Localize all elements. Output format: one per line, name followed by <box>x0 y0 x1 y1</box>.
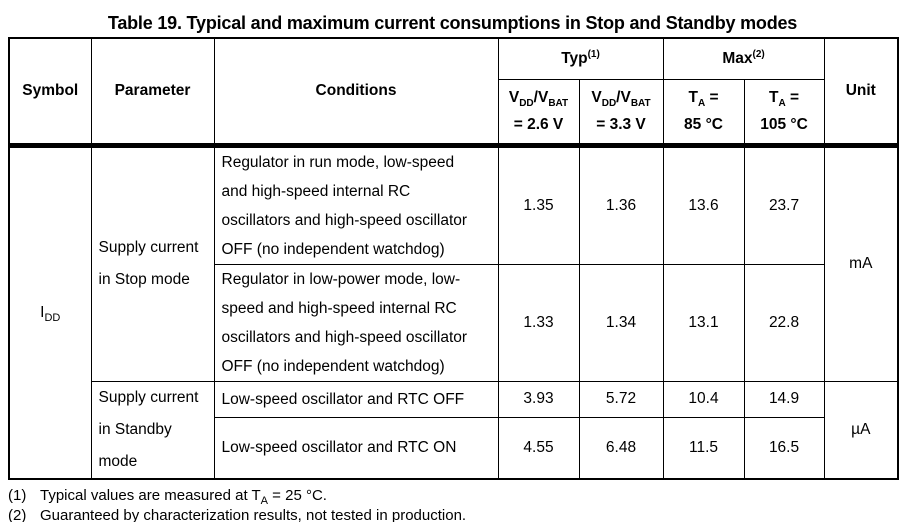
ta-label: TA = <box>768 89 800 110</box>
cell-typ33-stop-lowpower: 1.34 <box>578 263 664 382</box>
cell-max105-standby-rtc-on: 16.5 <box>743 417 825 479</box>
max-label: Max <box>722 49 753 67</box>
vdd-3v3-value: = 3.3 V <box>596 116 646 133</box>
col-header-ta-105: TA = 105 °C <box>743 78 825 148</box>
footnote-number: (1) <box>8 486 27 504</box>
cell-max85-standby-rtc-off: 10.4 <box>662 380 745 419</box>
typ-label: Typ <box>561 49 588 67</box>
vdd-2v6-value: = 2.6 V <box>513 116 564 133</box>
condition-line: Low-speed oscillator and RTC ON <box>221 439 457 457</box>
cell-max105-stop-run: 23.7 <box>743 144 825 265</box>
footnote-ref-1: (1) <box>587 48 600 60</box>
row-standby-rtc-on: Low-speed oscillator and RTC ON 4.55 6.4… <box>9 417 898 479</box>
cell-conditions-stop-lowpower: Regulator in low-power mode, low- speed … <box>213 263 499 382</box>
cell-symbol-idd: IDD <box>8 144 92 479</box>
ta-label: TA = <box>688 89 719 110</box>
current-consumption-table: Symbol Parameter Conditions Typ(1) Max(2… <box>8 37 900 480</box>
cell-conditions-stop-run: Regulator in run mode, low-speed and hig… <box>213 144 499 265</box>
parameter-line: Supply current <box>98 388 199 406</box>
parameter-line: mode <box>98 452 138 470</box>
footnote-2: (2) Guaranteed by characterization resul… <box>8 506 907 522</box>
cell-conditions-standby-rtc-off: Low-speed oscillator and RTC OFF <box>213 380 499 419</box>
ta-85-value: 85 °C <box>684 116 723 133</box>
cell-typ33-standby-rtc-off: 5.72 <box>578 380 664 419</box>
col-header-ta-85: TA = 85 °C <box>662 78 745 148</box>
cell-typ26-standby-rtc-off: 3.93 <box>497 380 580 419</box>
cell-typ26-standby-rtc-on: 4.55 <box>497 417 580 479</box>
cell-max85-stop-lowpower: 13.1 <box>662 263 745 382</box>
footnote-text: Guaranteed by characterization results, … <box>40 506 467 522</box>
cell-max85-standby-rtc-on: 11.5 <box>662 417 745 479</box>
cell-conditions-standby-rtc-on: Low-speed oscillator and RTC ON <box>213 417 499 479</box>
cell-parameter-stop: Supply current in Stop mode <box>90 144 215 382</box>
condition-line: OFF (no independent watchdog) <box>221 240 445 258</box>
condition-line: Low-speed oscillator and RTC OFF <box>221 390 465 408</box>
row-standby-rtc-off: Supply current in Standby mode Low-speed… <box>9 380 899 479</box>
ta-105-value: 105 °C <box>760 116 808 133</box>
table-title: Table 19. Typical and maximum current co… <box>107 13 798 33</box>
header-row-groups: Symbol Parameter Conditions Typ(1) Max(2… <box>8 37 899 148</box>
cell-unit-standby: µA <box>823 380 899 479</box>
footnote-number: (2) <box>8 506 27 522</box>
condition-line: Regulator in low-power mode, low- <box>221 270 461 288</box>
col-header-unit: Unit <box>823 37 899 148</box>
vdd-vbat-label: VDD/VBAT <box>591 89 651 110</box>
col-header-symbol: Symbol <box>8 37 92 148</box>
condition-line: speed and high-speed internal RC <box>221 299 457 317</box>
cell-parameter-standby: Supply current in Standby mode <box>90 380 215 479</box>
row-stop-lowpower-mode: Regulator in low-power mode, low- speed … <box>9 263 898 382</box>
footnote-text: Typical values are measured at TA = 25 °… <box>40 486 327 507</box>
condition-line: and high-speed internal RC <box>221 182 411 200</box>
datasheet-page: Table 19. Typical and maximum current co… <box>0 12 907 522</box>
col-header-conditions: Conditions <box>213 37 499 148</box>
cell-max105-standby-rtc-off: 14.9 <box>743 380 825 419</box>
cell-typ33-stop-run: 1.36 <box>578 144 664 265</box>
footnotes: (1) Typical values are measured at TA = … <box>8 486 907 522</box>
footnote-1: (1) Typical values are measured at TA = … <box>8 486 907 507</box>
row-stop-run-mode: IDD Supply current in Stop mode Regulato… <box>8 144 899 479</box>
cell-typ33-standby-rtc-on: 6.48 <box>578 417 664 479</box>
condition-line: Regulator in run mode, low-speed <box>221 153 455 171</box>
footnote-ref-2: (2) <box>752 48 765 60</box>
parameter-line: Supply current <box>98 239 199 256</box>
cell-max105-stop-lowpower: 22.8 <box>743 263 825 382</box>
condition-line: oscillators and high-speed oscillator <box>221 328 468 346</box>
col-group-max: Max(2) <box>662 37 825 80</box>
parameter-line: in Standby <box>98 420 172 438</box>
cell-max85-stop-run: 13.6 <box>662 144 745 265</box>
col-group-typ: Typ(1) <box>497 37 664 80</box>
cell-unit-stop: mA <box>823 144 899 382</box>
col-header-vdd-2v6: VDD/VBAT = 2.6 V <box>497 78 580 148</box>
vdd-vbat-label: VDD/VBAT <box>508 89 569 110</box>
col-header-parameter: Parameter <box>90 37 215 148</box>
col-header-vdd-3v3: VDD/VBAT = 3.3 V <box>578 78 664 148</box>
cell-typ26-stop-run: 1.35 <box>497 144 580 265</box>
cell-typ26-stop-lowpower: 1.33 <box>497 263 580 382</box>
condition-line: oscillators and high-speed oscillator <box>221 211 468 229</box>
header-row-sub: VDD/VBAT = 2.6 V VDD/VBAT = 3.3 V TA = 8… <box>9 78 898 148</box>
parameter-line: in Stop mode <box>98 271 190 288</box>
condition-line: OFF (no independent watchdog) <box>221 357 445 375</box>
